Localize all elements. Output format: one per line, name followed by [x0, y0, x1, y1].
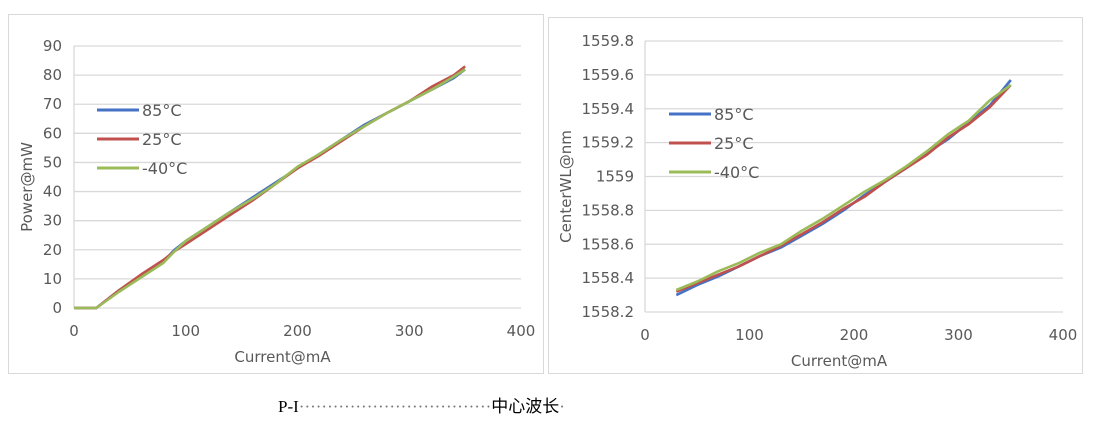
- x-tick-label: 300: [944, 326, 973, 344]
- x-tick-label: 0: [69, 322, 79, 340]
- y-tick-label: 1558.8: [582, 201, 635, 219]
- caption-dots: ··································: [298, 397, 492, 416]
- y-tick-label: 50: [43, 153, 62, 171]
- y-tick-label: 80: [43, 66, 62, 84]
- y-tick-label: 1559.6: [582, 66, 635, 84]
- legend-label: 25°C: [142, 130, 182, 149]
- x-axis-label: Current@mA: [791, 352, 888, 370]
- wavelength-chart: 1558.2 1558.4 1558.6 1558.8 1559 1559.2 1559.4…: [557, 32, 1078, 370]
- caption-pi: P-I: [278, 397, 299, 416]
- y-tick-label: 0: [52, 299, 62, 317]
- caption-wavelength: 中心波长: [491, 397, 560, 416]
- y-tick-label: 1559: [596, 168, 634, 186]
- y-tick-label: 40: [43, 183, 62, 201]
- x-tick-label: 100: [171, 322, 200, 340]
- y-tick-label: 1558.4: [582, 269, 635, 287]
- y-tick-label: 1559.8: [582, 32, 635, 50]
- x-tick-label: 0: [640, 326, 650, 344]
- y-tick-label: 60: [43, 124, 62, 142]
- figure-caption: P-I··································中心波…: [278, 392, 565, 417]
- x-tick-label: 200: [283, 322, 312, 340]
- legend-label: 25°C: [714, 134, 754, 153]
- y-axis-label: CenterWL@nm: [557, 130, 575, 243]
- pi-chart: 0 10 20 30 40 50 60 70 80 90 0 100 200 300 400 Current@…: [18, 37, 536, 366]
- y-tick-label: 90: [43, 37, 62, 55]
- y-tick-label: 10: [43, 270, 62, 288]
- series-line: [74, 68, 466, 310]
- y-tick-label: 20: [43, 241, 62, 259]
- x-axis-label: Current@mA: [234, 348, 331, 366]
- x-tick-label: 200: [840, 326, 869, 344]
- legend-label: 85°C: [714, 105, 754, 124]
- x-tick-label: 100: [735, 326, 764, 344]
- series-line: [675, 84, 1012, 293]
- y-tick-label: 1558.6: [582, 235, 635, 253]
- legend-label: 85°C: [142, 101, 182, 120]
- y-axis-label: Power@mW: [18, 142, 36, 232]
- x-tick-label: 300: [395, 322, 424, 340]
- x-tick-label: 400: [1049, 326, 1078, 344]
- caption-end-mark: ·: [559, 397, 565, 416]
- legend-label: -40°C: [142, 159, 187, 178]
- y-tick-label: 30: [43, 212, 62, 230]
- pi-chart-panel: 0 10 20 30 40 50 60 70 80 90 0 100 200 300 400 Current@…: [8, 14, 544, 374]
- series-line: [675, 83, 1012, 292]
- y-tick-label: 1558.2: [582, 303, 635, 321]
- y-tick-label: 1559.4: [582, 100, 635, 118]
- y-tick-label: 70: [43, 95, 62, 113]
- wavelength-chart-panel: 1558.2 1558.4 1558.6 1558.8 1559 1559.2 1559.4…: [548, 17, 1083, 374]
- x-tick-label: 400: [507, 322, 536, 340]
- y-tick-label: 1559.2: [582, 134, 635, 152]
- legend-label: -40°C: [714, 163, 759, 182]
